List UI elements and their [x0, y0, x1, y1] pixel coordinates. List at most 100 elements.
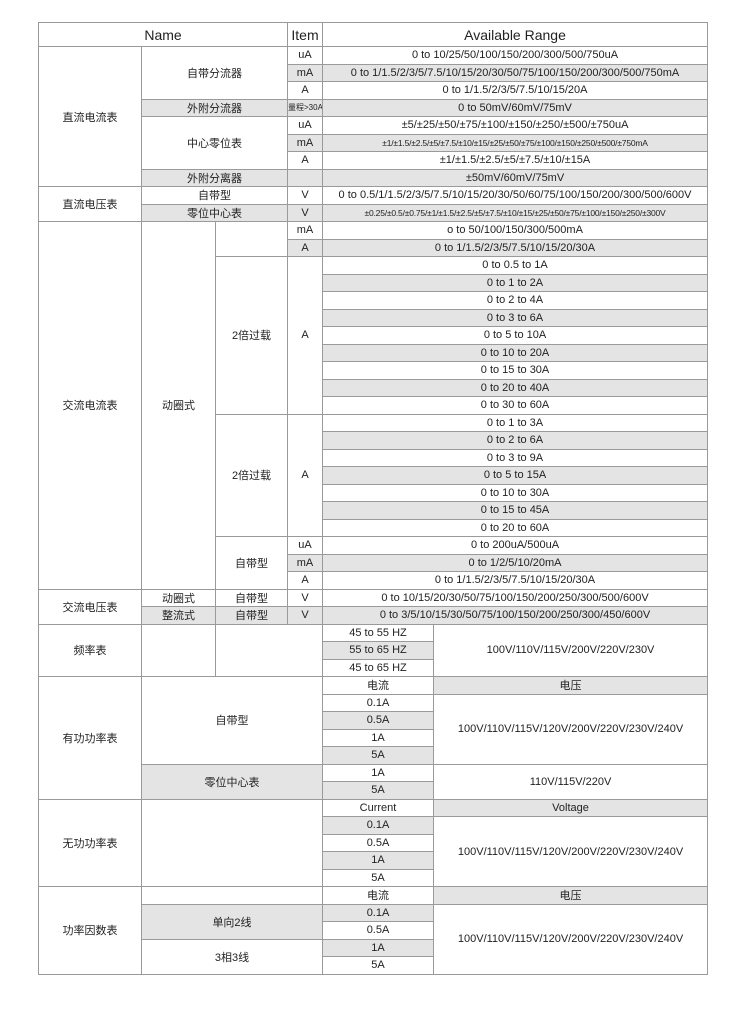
table-row: 整流式 自带型 V 0 to 3/5/10/15/30/50/75/100/150/2…	[39, 606, 709, 625]
table-cell: 整流式	[141, 606, 216, 625]
table-cell: 交流电流表	[38, 221, 142, 590]
table-cell: 0 to 200uA/500uA	[322, 536, 709, 555]
table-row: 0 to 10 to 20A	[39, 343, 709, 362]
table-row: 功率因数表 电流 电压	[38, 886, 709, 975]
table-cell: 0 to 3/5/10/15/30/50/75/100/150/200/250/…	[322, 606, 709, 625]
table-cell: 0 to 1 to 3A	[322, 413, 709, 432]
table-cell: 电压	[433, 676, 709, 695]
table-cell: A	[287, 151, 324, 170]
table-cell: 0 to 1/1.5/2/3/5/7.5/10/15/20/30A	[322, 571, 709, 590]
table-row: 0 to 20 to 40A	[39, 378, 709, 397]
table-row: 无功功率表 Current Voltage	[38, 798, 709, 887]
table-cell: 5A	[322, 868, 435, 887]
table-cell: 110V/115V/220V	[433, 763, 709, 800]
table-cell: 无功功率表	[38, 798, 142, 887]
table-cell: 频率表	[38, 623, 142, 677]
table-row: mA 0 to 1/1.5/2/3/5/7.5/10/15/20/30/50/75…	[39, 63, 709, 82]
table-cell: 0 to 50mV/60mV/75mV	[322, 98, 709, 117]
table-cell: 0 to 2 to 4A	[322, 291, 709, 310]
table-row: 0 to 15 to 45A	[39, 501, 709, 520]
table-row: 5A	[39, 746, 708, 765]
table-row: 0 to 3 to 9A	[39, 448, 709, 467]
table-cell: 0 to 10 to 30A	[322, 483, 709, 502]
table-row: 自带型 uA 0 to 200uA/500uA	[39, 536, 709, 590]
table-cell: 动圈式	[141, 588, 216, 607]
table-cell: 0 to 10/25/50/100/150/200/300/500/750uA	[322, 46, 709, 65]
table-cell: mA	[287, 63, 324, 82]
table-cell: V	[287, 606, 324, 625]
table-cell: mA	[287, 553, 324, 572]
table-cell: 0 to 0.5 to 1A	[322, 256, 709, 275]
table-cell: ±5/±25/±50/±75/±100/±150/±250/±500/±750u…	[322, 116, 709, 135]
table-cell: 动圈式	[141, 221, 216, 590]
table-cell: 自带型	[140, 676, 324, 765]
table-cell: A	[287, 81, 324, 100]
table-row: 中心零位表 uA ±5/±25/±50/±75/±100/±150/±250/±50…	[39, 116, 709, 170]
table-cell: 0 to 1/1.5/2/3/5/7.5/10/15/20/30A	[322, 238, 709, 257]
table-row: 5A	[39, 781, 708, 800]
table-cell: 交流电压表	[38, 588, 142, 625]
table-cell: 45 to 55 HZ	[322, 623, 435, 642]
table-row: 外附分离器 ±50mV/60mV/75mV	[39, 168, 709, 187]
table-cell: V	[287, 203, 324, 222]
table-cell: 1A	[322, 763, 435, 782]
table-cell	[214, 221, 289, 257]
table-row: 0.5A	[39, 833, 708, 852]
table-cell: uA	[287, 46, 324, 65]
table-cell: 单向2线	[140, 903, 324, 940]
header-cell: Item	[287, 22, 324, 47]
table-cell: A	[287, 571, 324, 590]
table-cell: 100V/110V/115V/120V/200V/220V/230V/240V	[433, 693, 709, 765]
table-row: 0 to 3 to 6A	[39, 308, 709, 327]
table-row: 外附分流器 量程>30A 0 to 50mV/60mV/75mV	[39, 98, 709, 117]
table-cell	[141, 623, 216, 677]
table-cell	[214, 623, 324, 677]
table-cell: 自带型	[214, 536, 289, 590]
table-cell: 功率因数表	[38, 886, 142, 975]
table-cell: 外附分流器	[140, 98, 289, 117]
table-cell: uA	[287, 116, 324, 135]
table-row: 2倍过载 A 0 to 1 to 3A	[39, 413, 709, 537]
table-cell: 自带型	[214, 606, 289, 625]
table-row: 5A	[39, 956, 708, 975]
table-row: 55 to 65 HZ	[39, 641, 708, 660]
table-row: 交流电流表 动圈式 mA o to 50/100/150/300/500mA	[38, 221, 709, 590]
table-cell: 0.1A	[322, 693, 435, 712]
table-row: 1A	[39, 851, 708, 870]
table-cell: 零位中心表	[140, 203, 289, 222]
table-cell: 0 to 5 to 15A	[322, 466, 709, 485]
table-row: mA ±1/±1.5/±2.5/±5/±7.5/±10/±15/±25/±50/±…	[39, 133, 709, 152]
table-cell: 量程>30A	[287, 98, 324, 117]
table-cell: 0 to 15 to 30A	[322, 361, 709, 380]
table-cell: 直流电流表	[38, 46, 142, 187]
table-row: 0 to 5 to 15A	[39, 466, 709, 485]
table-cell: 0 to 20 to 40A	[322, 378, 709, 397]
table-cell: 0 to 1/1.5/2/3/5/7.5/10/15/20A	[322, 81, 709, 100]
table-cell: ±1/±1.5/±2.5/±5/±7.5/±10/±15A	[322, 151, 709, 170]
table-cell: o to 50/100/150/300/500mA	[322, 221, 709, 240]
table-cell: 0.1A	[322, 903, 435, 922]
table-row: 0.5A	[39, 711, 708, 730]
table-cell: 3相3线	[140, 938, 324, 975]
table-cell: A	[287, 256, 324, 415]
table-row: 频率表 45 to 55 HZ 100V/110V/115V/200V/220V/2…	[38, 623, 709, 677]
table-cell	[140, 886, 324, 905]
table-cell: 5A	[322, 956, 435, 975]
table-cell: 5A	[322, 781, 435, 800]
header-cell: Name	[37, 22, 289, 47]
table-cell: 自带分流器	[140, 46, 289, 100]
table-row: 3相3线 1A	[39, 938, 708, 975]
table-cell: 1A	[322, 851, 435, 870]
table-cell	[287, 168, 324, 187]
table-cell: 0 to 5 to 10A	[322, 326, 709, 345]
table-cell: 外附分离器	[140, 168, 289, 187]
table-cell: 55 to 65 HZ	[322, 641, 435, 660]
table-cell: 0 to 2 to 6A	[322, 431, 709, 450]
table-cell: mA	[287, 133, 324, 152]
table-cell: 100V/110V/115V/120V/200V/220V/230V/240V	[433, 816, 709, 887]
table-row: Name Item Available Range	[37, 22, 709, 47]
table-cell: 1A	[322, 938, 435, 957]
table-row: 有功功率表 自带型 电流 电压	[38, 676, 709, 800]
